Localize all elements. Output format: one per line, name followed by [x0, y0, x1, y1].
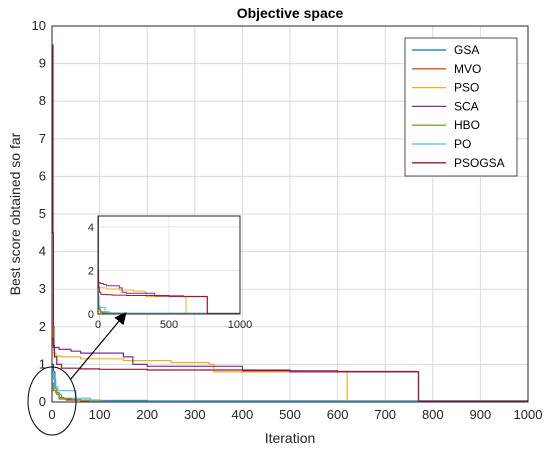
- legend-label-sca: SCA: [454, 99, 479, 113]
- legend-box: [404, 37, 518, 177]
- inset-series-line-psogsa: [97, 215, 240, 315]
- legend: GSA MVO PSO SCA HBO PO PSOGSA: [404, 37, 518, 177]
- zoom-ellipse: [27, 366, 77, 436]
- main-axes-box: [51, 25, 529, 403]
- y-tick-label: 9: [39, 56, 46, 71]
- y-tick-label: 3: [39, 281, 46, 296]
- y-axis-label: Best score obtained so far: [7, 132, 23, 295]
- legend-label-po: PO: [454, 137, 471, 151]
- inset-y-tick-label: 0: [88, 309, 94, 321]
- chart-title: Objective space: [237, 5, 344, 21]
- x-tick-label: 1000: [514, 407, 543, 422]
- inset-axes-box: [97, 215, 241, 315]
- y-tick-label: 10: [32, 18, 46, 33]
- x-tick-label: 300: [184, 407, 206, 422]
- inset-x-tick-label: 1000: [228, 319, 252, 331]
- x-tick-label: 400: [232, 407, 254, 422]
- x-tick-label: 600: [327, 407, 349, 422]
- main-ticks: 0 100 200 300 400 500 600 700 800 900 100001234567…: [32, 18, 543, 422]
- y-tick-label: 0: [39, 394, 46, 409]
- x-tick-label: 800: [422, 407, 444, 422]
- y-tick-label: 2: [39, 319, 46, 334]
- zoom-arrow: [69, 312, 127, 381]
- y-tick-label: 4: [39, 244, 46, 259]
- y-tick-label: 5: [39, 206, 46, 221]
- main-series-lines: [52, 44, 528, 403]
- series-line-po: [52, 371, 528, 402]
- inset-y-tick-label: 2: [88, 265, 94, 277]
- y-tick-label: 8: [39, 93, 46, 108]
- inset-x-tick-label: 500: [160, 319, 178, 331]
- x-axis-label: Iteration: [265, 430, 316, 446]
- x-tick-label: 500: [279, 407, 301, 422]
- series-line-psogsa: [52, 44, 528, 402]
- x-tick-label: 200: [136, 407, 158, 422]
- legend-label-pso: PSO: [454, 81, 479, 95]
- x-tick-label: 900: [470, 407, 492, 422]
- inset-x-tick-label: 0: [95, 319, 101, 331]
- inset-ticks: 0 500 1000 0 2 4: [88, 222, 252, 331]
- inset-y-tick-label: 4: [88, 222, 94, 234]
- legend-label-psogsa: PSOGSA: [454, 156, 505, 170]
- x-tick-label: 100: [89, 407, 111, 422]
- y-tick-label: 7: [39, 131, 46, 146]
- legend-label-hbo: HBO: [454, 118, 480, 132]
- y-tick-label: 1: [39, 356, 46, 371]
- legend-label-gsa: GSA: [454, 43, 479, 57]
- x-tick-label: 0: [48, 407, 55, 422]
- y-tick-label: 6: [39, 168, 46, 183]
- legend-label-mvo: MVO: [454, 62, 481, 76]
- inset-series-line-po: [97, 296, 240, 315]
- x-tick-label: 700: [374, 407, 396, 422]
